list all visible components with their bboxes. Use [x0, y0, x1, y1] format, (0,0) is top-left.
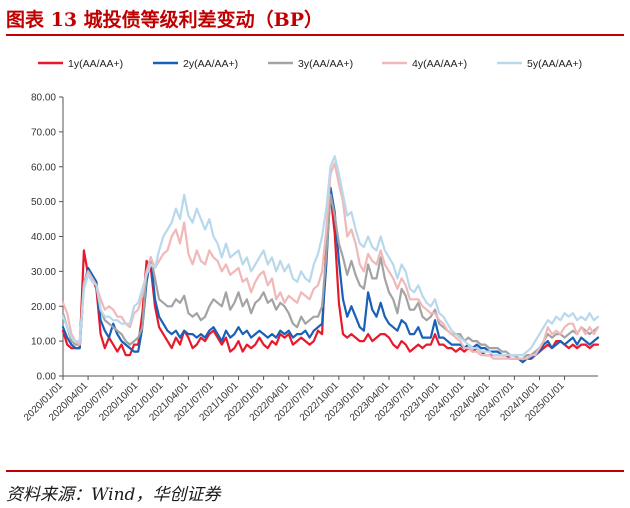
y-tick-label: 80.00: [31, 93, 56, 104]
x-axis: 2020/01/012020/04/012020/07/012020/10/01…: [22, 375, 598, 424]
footer-divider: [6, 470, 624, 472]
legend-label: 1y(AA/AA+): [68, 58, 123, 70]
source-note: 资料来源：Wind，华创证券: [6, 485, 221, 505]
series-line: [61, 193, 600, 360]
legend-label: 4y(AA/AA+): [412, 58, 467, 70]
legend-label: 3y(AA/AA+): [298, 58, 353, 70]
y-axis: 0.00 10.00 20.00 30.00 40.00 50.00 60.00 70.00 8…: [31, 93, 64, 383]
series-line: [61, 186, 600, 364]
figure-title: 图表 13 城投债等级利差变动（BP）: [6, 9, 324, 31]
y-tick-label: 30.00: [31, 267, 56, 278]
y-tick-label: 40.00: [31, 232, 56, 243]
y-tick-label: 60.00: [31, 162, 56, 173]
plot-area: [61, 155, 600, 364]
y-tick-label: 0.00: [37, 372, 57, 383]
series-line: [61, 155, 600, 357]
title-bar: 图表 13 城投债等级利差变动（BP）: [6, 4, 624, 36]
legend: 1y(AA/AA+) 2y(AA/AA+) 3y(AA/AA+) 4y(AA/AA+)…: [38, 58, 582, 70]
line-chart: 1y(AA/AA+) 2y(AA/AA+) 3y(AA/AA+) 4y(AA/AA+)…: [22, 58, 600, 424]
y-tick-label: 50.00: [31, 197, 56, 208]
y-tick-label: 10.00: [31, 337, 56, 348]
series-line: [61, 193, 600, 364]
legend-label: 5y(AA/AA+): [527, 58, 582, 70]
y-tick-label: 20.00: [31, 302, 56, 313]
legend-label: 2y(AA/AA+): [183, 58, 238, 70]
y-tick-label: 70.00: [31, 127, 56, 138]
